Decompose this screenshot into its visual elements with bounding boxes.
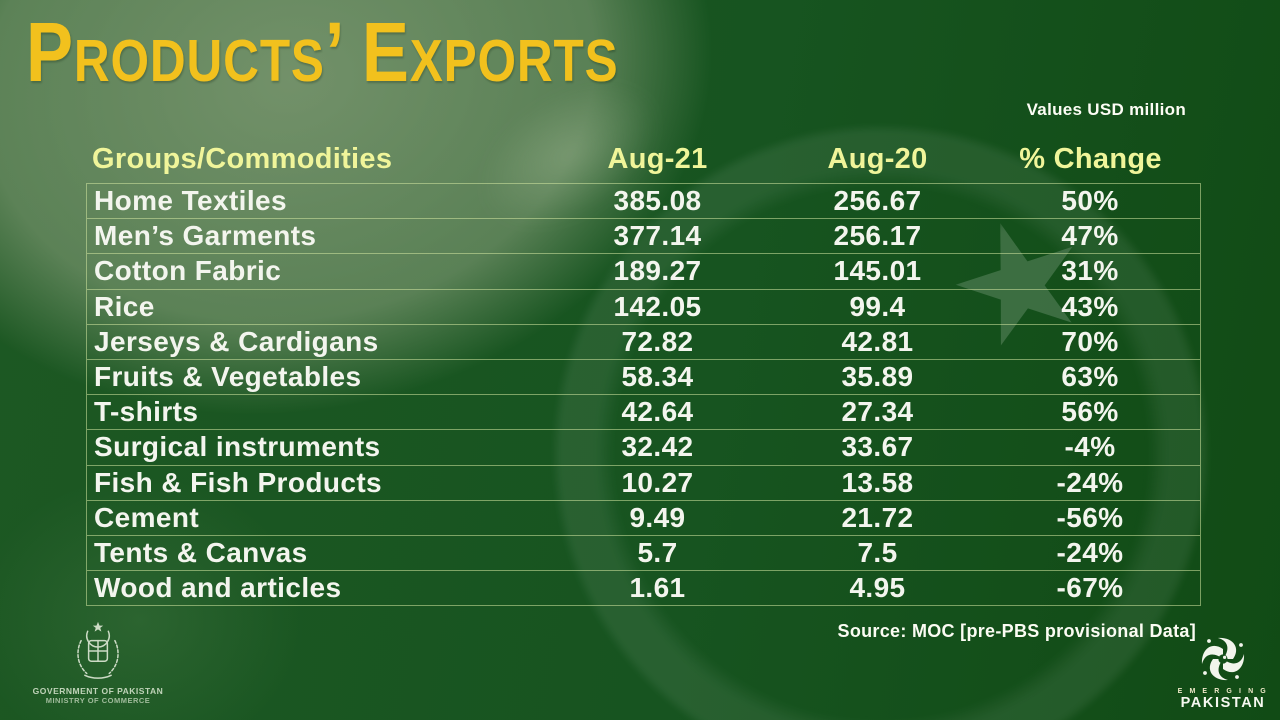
header-aug21: Aug-21	[607, 142, 708, 175]
cell-change: -24%	[1056, 466, 1124, 498]
cell-commodity: T-shirts	[94, 396, 199, 428]
header-commodities: Groups/Commodities	[92, 142, 393, 175]
cell-aug21: 10.27	[621, 466, 694, 498]
cell-aug21: 5.7	[637, 536, 678, 568]
cell-change: 63%	[1061, 361, 1119, 393]
cell-aug21: 9.49	[629, 501, 686, 533]
cell-aug20: 256.17	[833, 220, 922, 252]
cell-aug21: 385.08	[613, 185, 702, 217]
cell-change: 50%	[1061, 185, 1119, 217]
cell-change: 56%	[1061, 396, 1119, 428]
unit-note: Values USD million	[1026, 100, 1186, 119]
table-row: Fish & Fish Products 10.27 13.58 -24%	[87, 466, 1200, 501]
cell-change: 43%	[1061, 290, 1119, 322]
emerging-pakistan-swirl-icon	[1201, 637, 1245, 681]
cell-aug20: 21.72	[841, 501, 914, 533]
cell-commodity: Surgical instruments	[94, 431, 381, 463]
table-row: Wood and articles 1.61 4.95 -67%	[87, 571, 1200, 607]
cell-commodity: Cement	[94, 501, 200, 533]
cell-commodity: Wood and articles	[94, 572, 342, 604]
cell-aug21: 1.61	[629, 572, 686, 604]
cell-change: 31%	[1061, 255, 1119, 287]
exports-table: Home Textiles 385.08 256.67 50% Men’s Ga…	[86, 183, 1201, 607]
cell-aug20: 7.5	[857, 536, 898, 568]
cell-commodity: Tents & Canvas	[94, 536, 308, 568]
cell-aug21: 189.27	[613, 255, 702, 287]
table-row: Jerseys & Cardigans 72.82 42.81 70%	[87, 325, 1200, 360]
brand-emerging-label: E M E R G I N G	[1177, 688, 1269, 695]
cell-aug21: 142.05	[613, 290, 702, 322]
table-row: Surgical instruments 32.42 33.67 -4%	[87, 430, 1200, 466]
table-row: Men’s Garments 377.14 256.17 47%	[87, 219, 1200, 255]
page-title: Products’ Exports	[26, 5, 619, 99]
cell-aug20: 42.81	[841, 325, 914, 357]
cell-change: 70%	[1061, 325, 1119, 357]
pakistan-state-emblem-icon	[77, 621, 119, 679]
cell-aug20: 33.67	[841, 431, 914, 463]
cell-aug20: 13.58	[841, 466, 914, 498]
cell-aug20: 4.95	[849, 572, 906, 604]
header-aug20: Aug-20	[827, 142, 928, 175]
table-row: Cotton Fabric 189.27 145.01 31%	[87, 254, 1200, 290]
cell-commodity: Fish & Fish Products	[94, 466, 383, 498]
cell-commodity: Men’s Garments	[94, 220, 317, 252]
cell-commodity: Jerseys & Cardigans	[94, 325, 379, 357]
cell-commodity: Home Textiles	[94, 185, 287, 217]
table-row: T-shirts 42.64 27.34 56%	[87, 395, 1200, 431]
table-row: Home Textiles 385.08 256.67 50%	[87, 184, 1200, 220]
cell-aug20: 35.89	[841, 361, 914, 393]
cell-aug21: 42.64	[621, 396, 694, 428]
source-note: Source: MOC [pre-PBS provisional Data]	[837, 621, 1196, 641]
cell-aug21: 377.14	[613, 220, 702, 252]
cell-aug20: 27.34	[841, 396, 914, 428]
cell-aug21: 32.42	[621, 431, 694, 463]
cell-change: -24%	[1056, 536, 1124, 568]
government-title: GOVERNMENT OF PAKISTAN	[32, 686, 164, 696]
cell-change: -56%	[1056, 501, 1124, 533]
table-header-row: Groups/Commodities Aug-21 Aug-20 % Chang…	[86, 136, 1201, 182]
cell-aug20: 256.67	[833, 185, 922, 217]
cell-change: 47%	[1061, 220, 1119, 252]
emerging-pakistan-logo-block: E M E R G I N G PAKISTAN	[1176, 636, 1270, 711]
cell-commodity: Fruits & Vegetables	[94, 361, 362, 393]
header-percent-change: % Change	[1019, 142, 1162, 175]
ministry-title: MINISTRY OF COMMERCE	[45, 696, 151, 705]
cell-change: -67%	[1056, 572, 1124, 604]
table-row: Rice 142.05 99.4 43%	[87, 290, 1200, 325]
cell-commodity: Cotton Fabric	[94, 255, 282, 287]
cell-commodity: Rice	[94, 290, 155, 322]
table-row: Fruits & Vegetables 58.34 35.89 63%	[87, 360, 1200, 396]
cell-change: -4%	[1064, 431, 1116, 463]
cell-aug20: 99.4	[849, 290, 906, 322]
cell-aug21: 72.82	[621, 325, 694, 357]
table-row: Tents & Canvas 5.7 7.5 -24%	[87, 536, 1200, 572]
cell-aug21: 58.34	[621, 361, 694, 393]
government-logo-block: GOVERNMENT OF PAKISTAN MINISTRY OF COMME…	[28, 620, 168, 705]
table-row: Cement 9.49 21.72 -56%	[87, 501, 1200, 536]
cell-aug20: 145.01	[833, 255, 922, 287]
brand-pakistan-label: PAKISTAN	[1180, 695, 1266, 711]
